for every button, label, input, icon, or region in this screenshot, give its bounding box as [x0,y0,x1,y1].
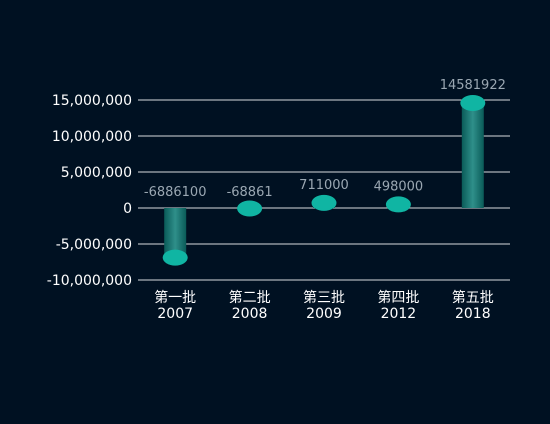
x-tick-label: 第五批 2018 [452,289,494,322]
bar [311,194,337,211]
bar [460,95,486,208]
bar [237,200,263,217]
data-label: -6886100 [144,185,207,200]
bar-cap [311,194,337,211]
x-tick-label: 第二批 2008 [229,289,271,322]
bar-body [164,208,187,258]
y-tick-label: 15,000,000 [52,93,132,109]
y-tick-label: 10,000,000 [52,129,132,145]
bar [162,208,188,266]
data-label: -68861 [227,185,273,200]
bar-cap [162,249,188,266]
bar [385,196,411,213]
data-label: 711000 [299,178,349,193]
x-tick-label: 第三批 2009 [303,289,345,322]
x-tick-label: 第四批 2012 [377,289,419,322]
data-labels: -6886100 -68861 711000 498000 14581922 [144,78,506,200]
bar-cap [460,95,486,112]
bar-cap [237,200,263,217]
bar-body [461,103,484,208]
y-axis-ticks: 15,000,000 10,000,000 5,000,000 0 -5,000,000… [47,93,132,289]
gridlines [138,99,510,281]
y-tick-label: 5,000,000 [61,165,132,181]
y-tick-label: -10,000,000 [47,273,132,289]
y-tick-label: -5,000,000 [56,237,132,253]
data-label: 14581922 [440,78,506,93]
y-tick-label: 0 [123,201,132,217]
bars [162,95,486,266]
data-label: 498000 [374,179,424,194]
bar-cap [385,196,411,213]
x-tick-label: 第一批 2007 [154,289,196,322]
x-axis-ticks: 第一批 2007 第二批 2008 第三批 2009 第四批 2012 第五批 2018 [154,289,494,322]
